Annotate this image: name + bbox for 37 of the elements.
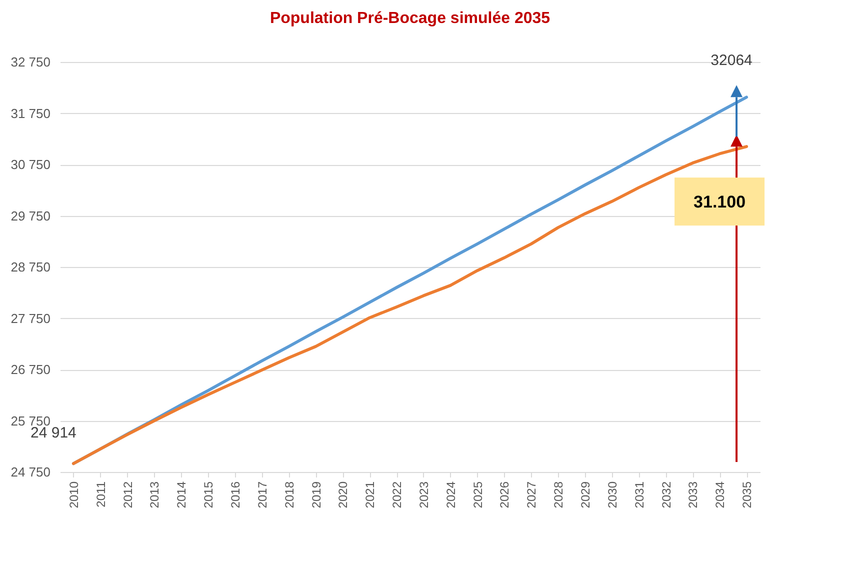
x-tick-label: 2020 bbox=[336, 481, 350, 508]
x-tick-label: 2013 bbox=[148, 481, 162, 508]
annotation: 31.100 bbox=[694, 192, 746, 212]
x-tick-label: 2024 bbox=[444, 481, 458, 508]
x-tick-label: 2032 bbox=[659, 481, 674, 508]
y-tick-label: 30 750 bbox=[10, 157, 50, 172]
y-tick-label: 24 750 bbox=[10, 464, 50, 480]
x-tick-label: 2023 bbox=[416, 481, 431, 508]
y-tick-label: 26 750 bbox=[10, 362, 50, 377]
x-tick-label: 2031 bbox=[632, 481, 646, 508]
x-tick-label: 2029 bbox=[578, 481, 592, 508]
y-tick-label: 27 750 bbox=[10, 310, 50, 326]
annotation: 32064 bbox=[710, 52, 752, 70]
x-tick-label: 2014 bbox=[174, 481, 189, 508]
y-tick-label: 31 750 bbox=[10, 106, 50, 121]
x-tick-label: 2033 bbox=[686, 481, 700, 508]
x-tick-label: 2019 bbox=[309, 481, 324, 508]
x-tick-label: 2011 bbox=[94, 481, 108, 508]
x-tick-label: 2034 bbox=[713, 481, 728, 508]
x-tick-label: 2030 bbox=[605, 481, 620, 508]
y-tick-label: 32 750 bbox=[10, 54, 50, 70]
x-tick-label: 2025 bbox=[470, 481, 485, 508]
x-tick-label: 2018 bbox=[282, 481, 296, 508]
x-tick-label: 2016 bbox=[228, 481, 242, 508]
x-tick-label: 2035 bbox=[740, 481, 754, 508]
x-tick-label: 2022 bbox=[390, 481, 404, 508]
x-tick-label: 2021 bbox=[363, 481, 378, 508]
x-tick-label: 2017 bbox=[255, 481, 270, 508]
x-tick-label: 2015 bbox=[202, 481, 216, 508]
y-tick-label: 28 750 bbox=[10, 260, 50, 274]
x-tick-label: 2012 bbox=[120, 481, 135, 508]
x-tick-label: 2028 bbox=[552, 481, 566, 508]
x-tick-label: 2026 bbox=[498, 481, 512, 508]
chart-title: Population Pré-Bocage simulée 2035 bbox=[270, 10, 550, 27]
y-tick-label: 29 750 bbox=[10, 208, 50, 224]
x-tick-label: 2027 bbox=[524, 481, 539, 508]
x-tick-label: 2010 bbox=[66, 481, 81, 508]
